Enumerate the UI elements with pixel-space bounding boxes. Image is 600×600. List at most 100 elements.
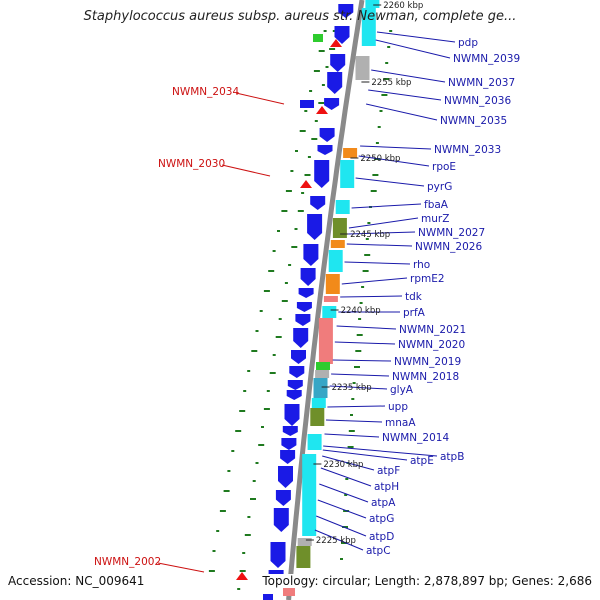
gene-feature	[300, 268, 316, 286]
forward-strand-genes	[263, 0, 380, 600]
gc-dot	[304, 110, 308, 112]
gene-feature	[314, 160, 330, 188]
gc-dot	[255, 462, 259, 464]
gene-feature	[297, 538, 312, 546]
leader-line	[320, 467, 372, 487]
gc-dot	[223, 490, 230, 492]
gene-feature	[307, 434, 322, 450]
gc-dot	[212, 550, 216, 552]
gc-dot	[370, 190, 377, 192]
leader-line	[376, 31, 456, 43]
kbp-label: 2255 kbp	[371, 78, 411, 88]
gc-dot	[321, 84, 325, 86]
gc-dot	[387, 46, 391, 48]
gene-feature	[278, 466, 293, 488]
gene-feature	[340, 160, 355, 188]
gc-dot	[332, 30, 336, 32]
gene-feature	[282, 426, 298, 436]
gene-feature	[365, 0, 380, 8]
gene-label: NWMN_2030	[158, 158, 225, 170]
leader-line	[340, 295, 403, 298]
reverse-strand-genes	[236, 4, 354, 584]
gene-feature	[273, 508, 289, 532]
gene-feature	[327, 72, 343, 94]
leader-line	[317, 499, 367, 519]
kbp-label: 2260 kbp	[383, 1, 423, 11]
gc-dot	[372, 174, 379, 176]
gc-dot	[294, 228, 298, 230]
gc-dot	[291, 246, 298, 248]
genome-backbone	[286, 0, 365, 600]
gene-label: NWMN_2018	[392, 371, 459, 383]
gene-feature	[293, 328, 309, 348]
gene-feature	[270, 542, 286, 568]
gc-dot	[237, 588, 241, 590]
kbp-label: 2240 kbp	[341, 306, 381, 316]
gc-dot	[301, 192, 305, 194]
gene-feature	[323, 296, 338, 302]
gene-feature	[286, 390, 302, 400]
gene-feature	[315, 370, 330, 378]
gc-dot	[364, 254, 371, 256]
gc-dot	[351, 398, 355, 400]
gene-feature	[317, 145, 333, 155]
gene-label: atpC	[366, 545, 391, 557]
leader-line	[325, 419, 383, 423]
gene-feature	[330, 54, 346, 72]
gc-dot	[314, 120, 318, 122]
gc-dot	[227, 470, 231, 472]
gene-label: upp	[388, 401, 408, 413]
gene-feature	[334, 26, 350, 44]
gc-dot	[242, 552, 246, 554]
gc-dot	[350, 414, 353, 416]
gene-feature	[319, 128, 335, 142]
gene-label: atpB	[440, 451, 464, 463]
leader-line	[235, 92, 285, 105]
gc-dot	[261, 426, 264, 428]
gc-dot	[247, 516, 251, 518]
gene-label: atpD	[369, 531, 394, 543]
leader-line	[221, 164, 271, 177]
leader-line	[341, 277, 408, 285]
gene-feature	[302, 454, 317, 536]
gc-dot	[231, 450, 235, 452]
gc-dot	[278, 318, 282, 320]
gene-label: tdk	[405, 291, 423, 303]
gene-feature	[236, 572, 248, 580]
gc-dot	[307, 156, 311, 158]
leader-line	[365, 103, 438, 121]
gc-dot	[362, 270, 369, 272]
kbp-label: 2245 kbp	[350, 230, 390, 240]
gene-feature	[287, 380, 303, 390]
gc-dot	[275, 336, 282, 338]
gc-dot	[385, 62, 389, 64]
right-gene-labels: pdp NWMN_2039 NWMN_2037 NWMN_2036 NWMN_2035 N…	[366, 37, 520, 557]
gene-feature	[281, 438, 297, 450]
gene-feature	[303, 244, 319, 266]
left-gene-labels: NWMN_2034 NWMN_2030 NWMN_2002	[94, 86, 239, 568]
gene-label: NWMN_2035	[440, 115, 507, 127]
kbp-markers: 2260 kbp 2255 kbp 2250 kbp 2245 kbp 2240 kbp…	[305, 1, 423, 546]
gene-feature	[313, 34, 323, 42]
gene-label: rpoE	[432, 161, 456, 173]
gene-label: NWMN_2034	[172, 86, 239, 98]
gene-feature	[291, 350, 306, 364]
gene-feature	[307, 214, 323, 240]
gene-label: NWMN_2021	[399, 324, 466, 336]
gc-dot	[258, 444, 265, 446]
gc-dot	[285, 190, 292, 192]
gc-dot	[219, 510, 226, 512]
gc-dot	[367, 222, 371, 224]
gene-feature	[263, 594, 273, 600]
gene-feature	[343, 148, 358, 158]
gc-dot	[381, 94, 388, 96]
gc-dot	[348, 430, 355, 432]
gc-dot	[235, 430, 242, 432]
gc-dot	[347, 446, 354, 448]
gc-dot	[281, 300, 288, 302]
gc-dot	[251, 350, 258, 352]
gene-feature	[296, 302, 312, 312]
gene-feature	[322, 306, 337, 318]
gc-dot	[247, 370, 251, 372]
leader-line	[344, 261, 411, 265]
